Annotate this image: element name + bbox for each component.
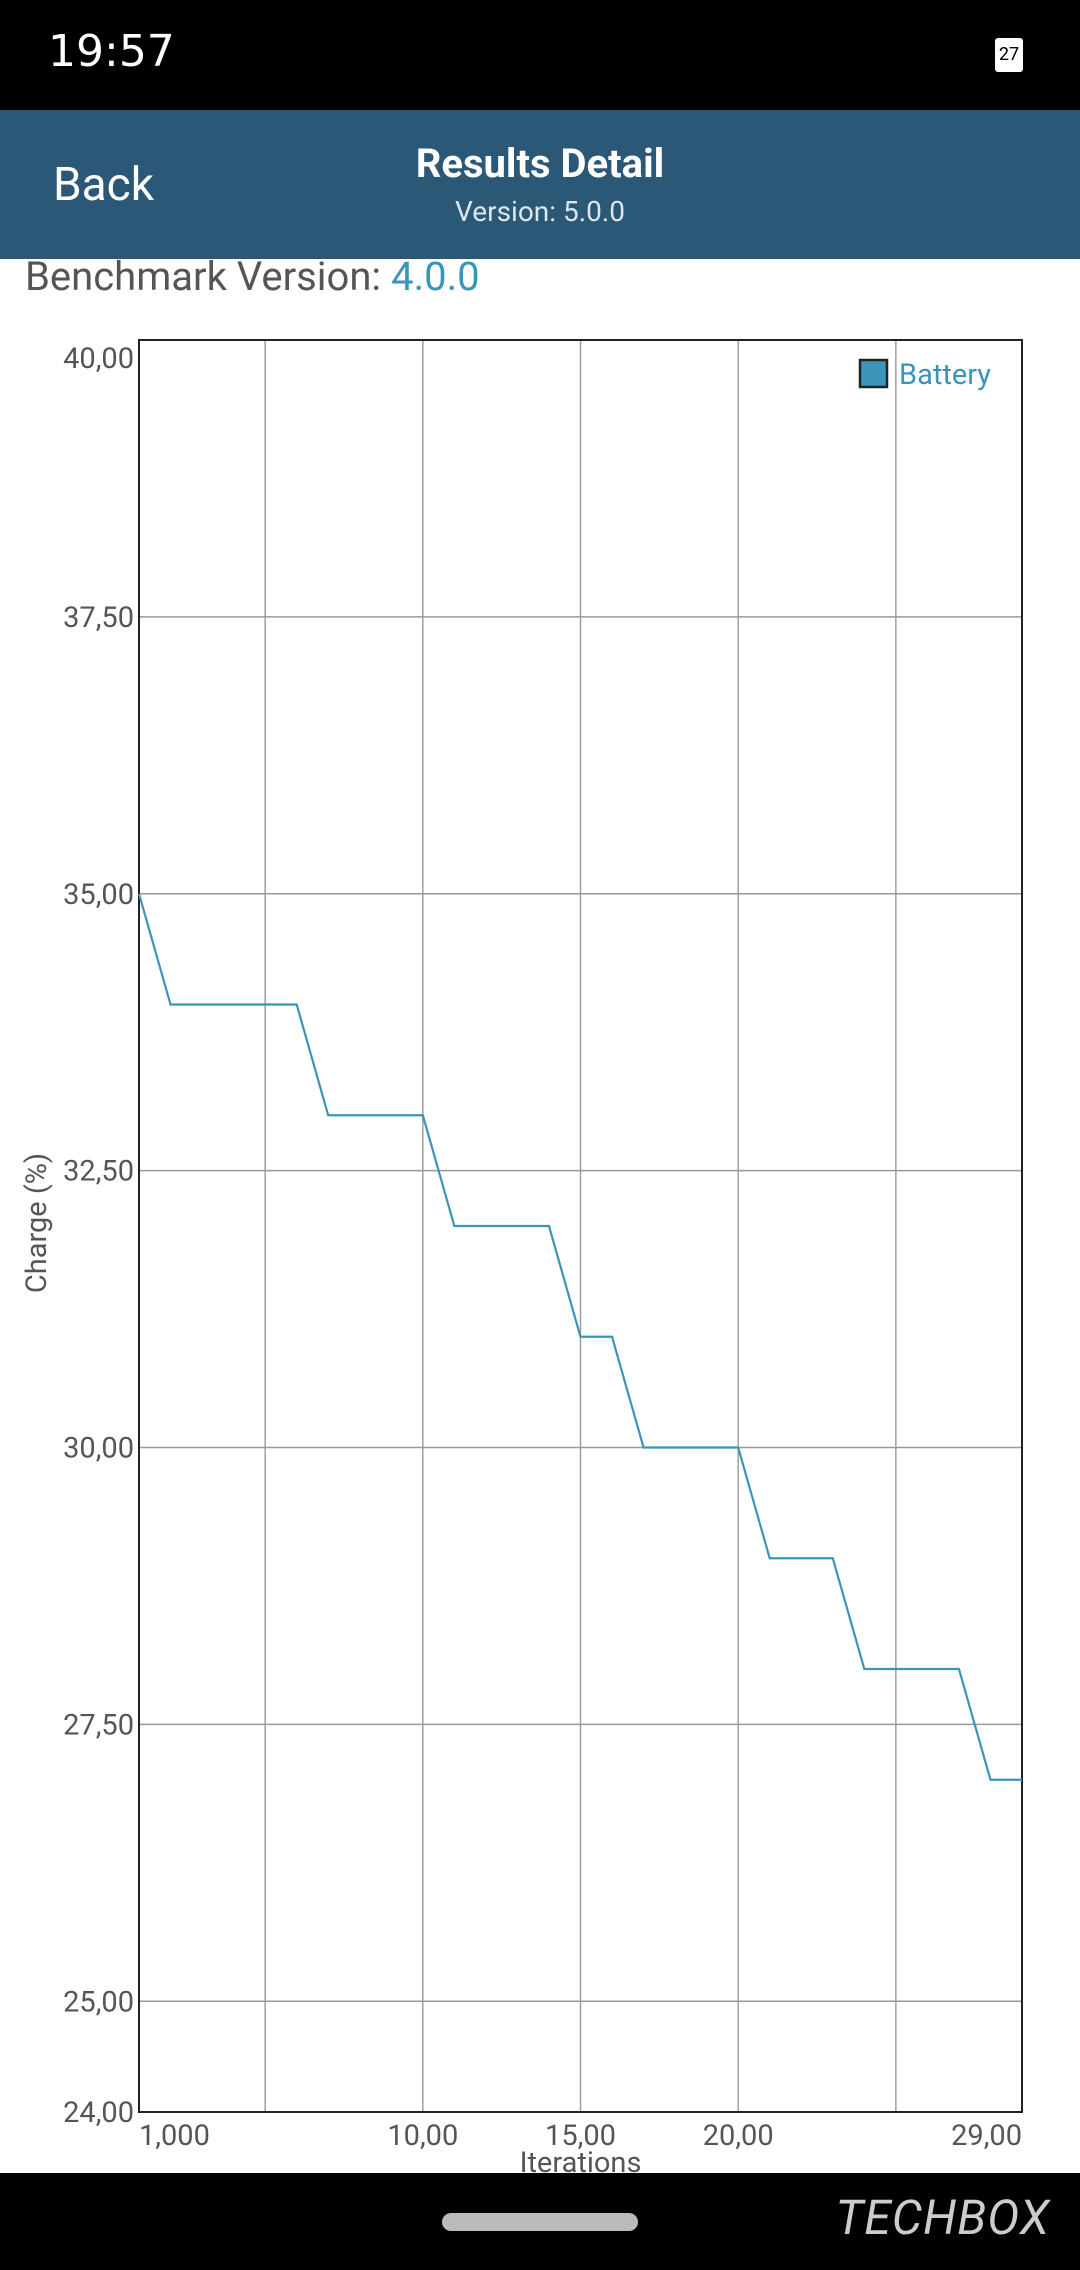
x-axis-label: Iterations bbox=[520, 2146, 642, 2173]
y-tick-label: 37,50 bbox=[63, 601, 134, 635]
y-tick-label: 40,00 bbox=[63, 342, 134, 376]
watermark: TECHBOX bbox=[835, 2189, 1050, 2246]
clock: 19:57 bbox=[48, 26, 175, 77]
y-tick-label: 25,00 bbox=[63, 1985, 134, 2019]
subtitle: Version: 5.0.0 bbox=[455, 195, 625, 228]
benchmark-version: Benchmark Version: 4.0.0 bbox=[25, 253, 480, 300]
benchmark-value: 4.0.0 bbox=[391, 253, 480, 300]
x-tick-label: 29,00 bbox=[951, 2119, 1022, 2153]
battery-icon: 27 bbox=[995, 38, 1023, 72]
nav-bar: TECHBOX bbox=[0, 2173, 1080, 2270]
title: Results Detail bbox=[415, 140, 665, 187]
x-tick-label: 1,000 bbox=[139, 2119, 210, 2153]
benchmark-label: Benchmark Version: bbox=[25, 253, 382, 300]
legend-swatch bbox=[858, 358, 889, 389]
y-tick-label: 24,00 bbox=[63, 2096, 134, 2130]
y-tick-label: 32,50 bbox=[63, 1155, 134, 1189]
data-line bbox=[137, 893, 1022, 1781]
y-axis-label: Charge (%) bbox=[20, 1153, 54, 1293]
x-tick-label: 20,00 bbox=[703, 2119, 774, 2153]
x-tick-label: 15,00 bbox=[545, 2119, 616, 2153]
y-tick-label: 30,00 bbox=[63, 1432, 134, 1466]
home-handle[interactable] bbox=[442, 2213, 638, 2231]
chart: 24,00 25,00 27,50 30,00 32,50 35,00 37,50 40,00… bbox=[20, 339, 1023, 2173]
status-bar: 19:57 27 bbox=[0, 0, 1080, 110]
legend-label: Battery bbox=[899, 358, 991, 392]
back-button[interactable]: Back bbox=[53, 158, 155, 212]
app-bar: Back Results Detail Version: 5.0.0 bbox=[0, 110, 1080, 259]
y-tick-label: 27,50 bbox=[63, 1708, 134, 1742]
y-tick-label: 35,00 bbox=[63, 878, 134, 912]
plot-frame bbox=[138, 339, 1023, 2113]
x-tick-label: 10,00 bbox=[387, 2119, 458, 2153]
